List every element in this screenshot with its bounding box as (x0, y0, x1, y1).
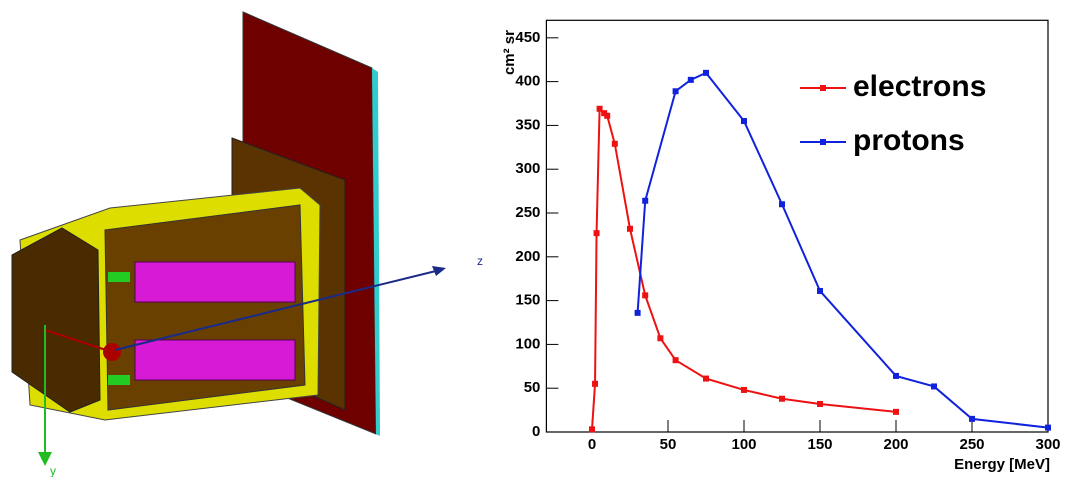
x-tick-label: 0 (588, 436, 596, 453)
data-point (893, 373, 899, 379)
y-tick-label: 0 (532, 423, 540, 440)
sensor (108, 272, 130, 282)
axis-label: y (50, 464, 56, 477)
data-point (817, 401, 823, 407)
front-plate (12, 228, 100, 412)
arrow-head (432, 266, 446, 276)
y-tick-label: 150 (515, 292, 540, 309)
data-point (627, 226, 633, 232)
y-tick-label: 300 (515, 160, 540, 177)
legend-label: protons (853, 124, 965, 157)
data-point (741, 118, 747, 124)
data-point (688, 77, 694, 83)
y-tick-label: 350 (515, 116, 540, 133)
x-tick-label: 50 (660, 436, 677, 453)
data-point (1045, 425, 1051, 431)
y-tick-label: 250 (515, 204, 540, 221)
page: z y cm² sr Energy [MeV] 0501001502002503… (0, 0, 1068, 477)
x-tick-label: 250 (959, 436, 984, 453)
legend-label: electrons (853, 70, 986, 103)
data-point (642, 198, 648, 204)
data-point (969, 416, 975, 422)
x-axis-label: Energy [MeV] (954, 456, 1050, 473)
y-tick-label: 450 (515, 29, 540, 46)
data-point (642, 292, 648, 298)
y-tick-label: 400 (515, 73, 540, 90)
x-tick-label: 300 (1035, 436, 1060, 453)
axis-label: z (477, 254, 483, 268)
data-point (589, 426, 595, 432)
y-tick-label: 200 (515, 248, 540, 265)
x-tick-label: 200 (883, 436, 908, 453)
data-point (612, 141, 618, 147)
series-line (592, 109, 896, 430)
data-point (703, 376, 709, 382)
legend-marker (820, 85, 826, 91)
data-point (779, 201, 785, 207)
data-point (604, 113, 610, 119)
data-point (779, 396, 785, 402)
ring-upper (135, 262, 295, 302)
data-point (673, 357, 679, 363)
data-point (592, 381, 598, 387)
legend-marker (820, 139, 826, 145)
sensor (108, 375, 130, 385)
data-point (673, 88, 679, 94)
data-point (741, 387, 747, 393)
ring-lower (135, 340, 295, 380)
data-point (893, 409, 899, 415)
x-tick-label: 150 (807, 436, 832, 453)
data-point (594, 230, 600, 236)
data-point (635, 310, 641, 316)
x-tick-label: 100 (731, 436, 756, 453)
y-tick-label: 100 (515, 335, 540, 352)
data-point (817, 288, 823, 294)
detector-rendering: z y (12, 12, 483, 477)
data-point (657, 335, 663, 341)
data-point (703, 70, 709, 76)
y-tick-label: 50 (524, 379, 541, 396)
data-point (931, 383, 937, 389)
